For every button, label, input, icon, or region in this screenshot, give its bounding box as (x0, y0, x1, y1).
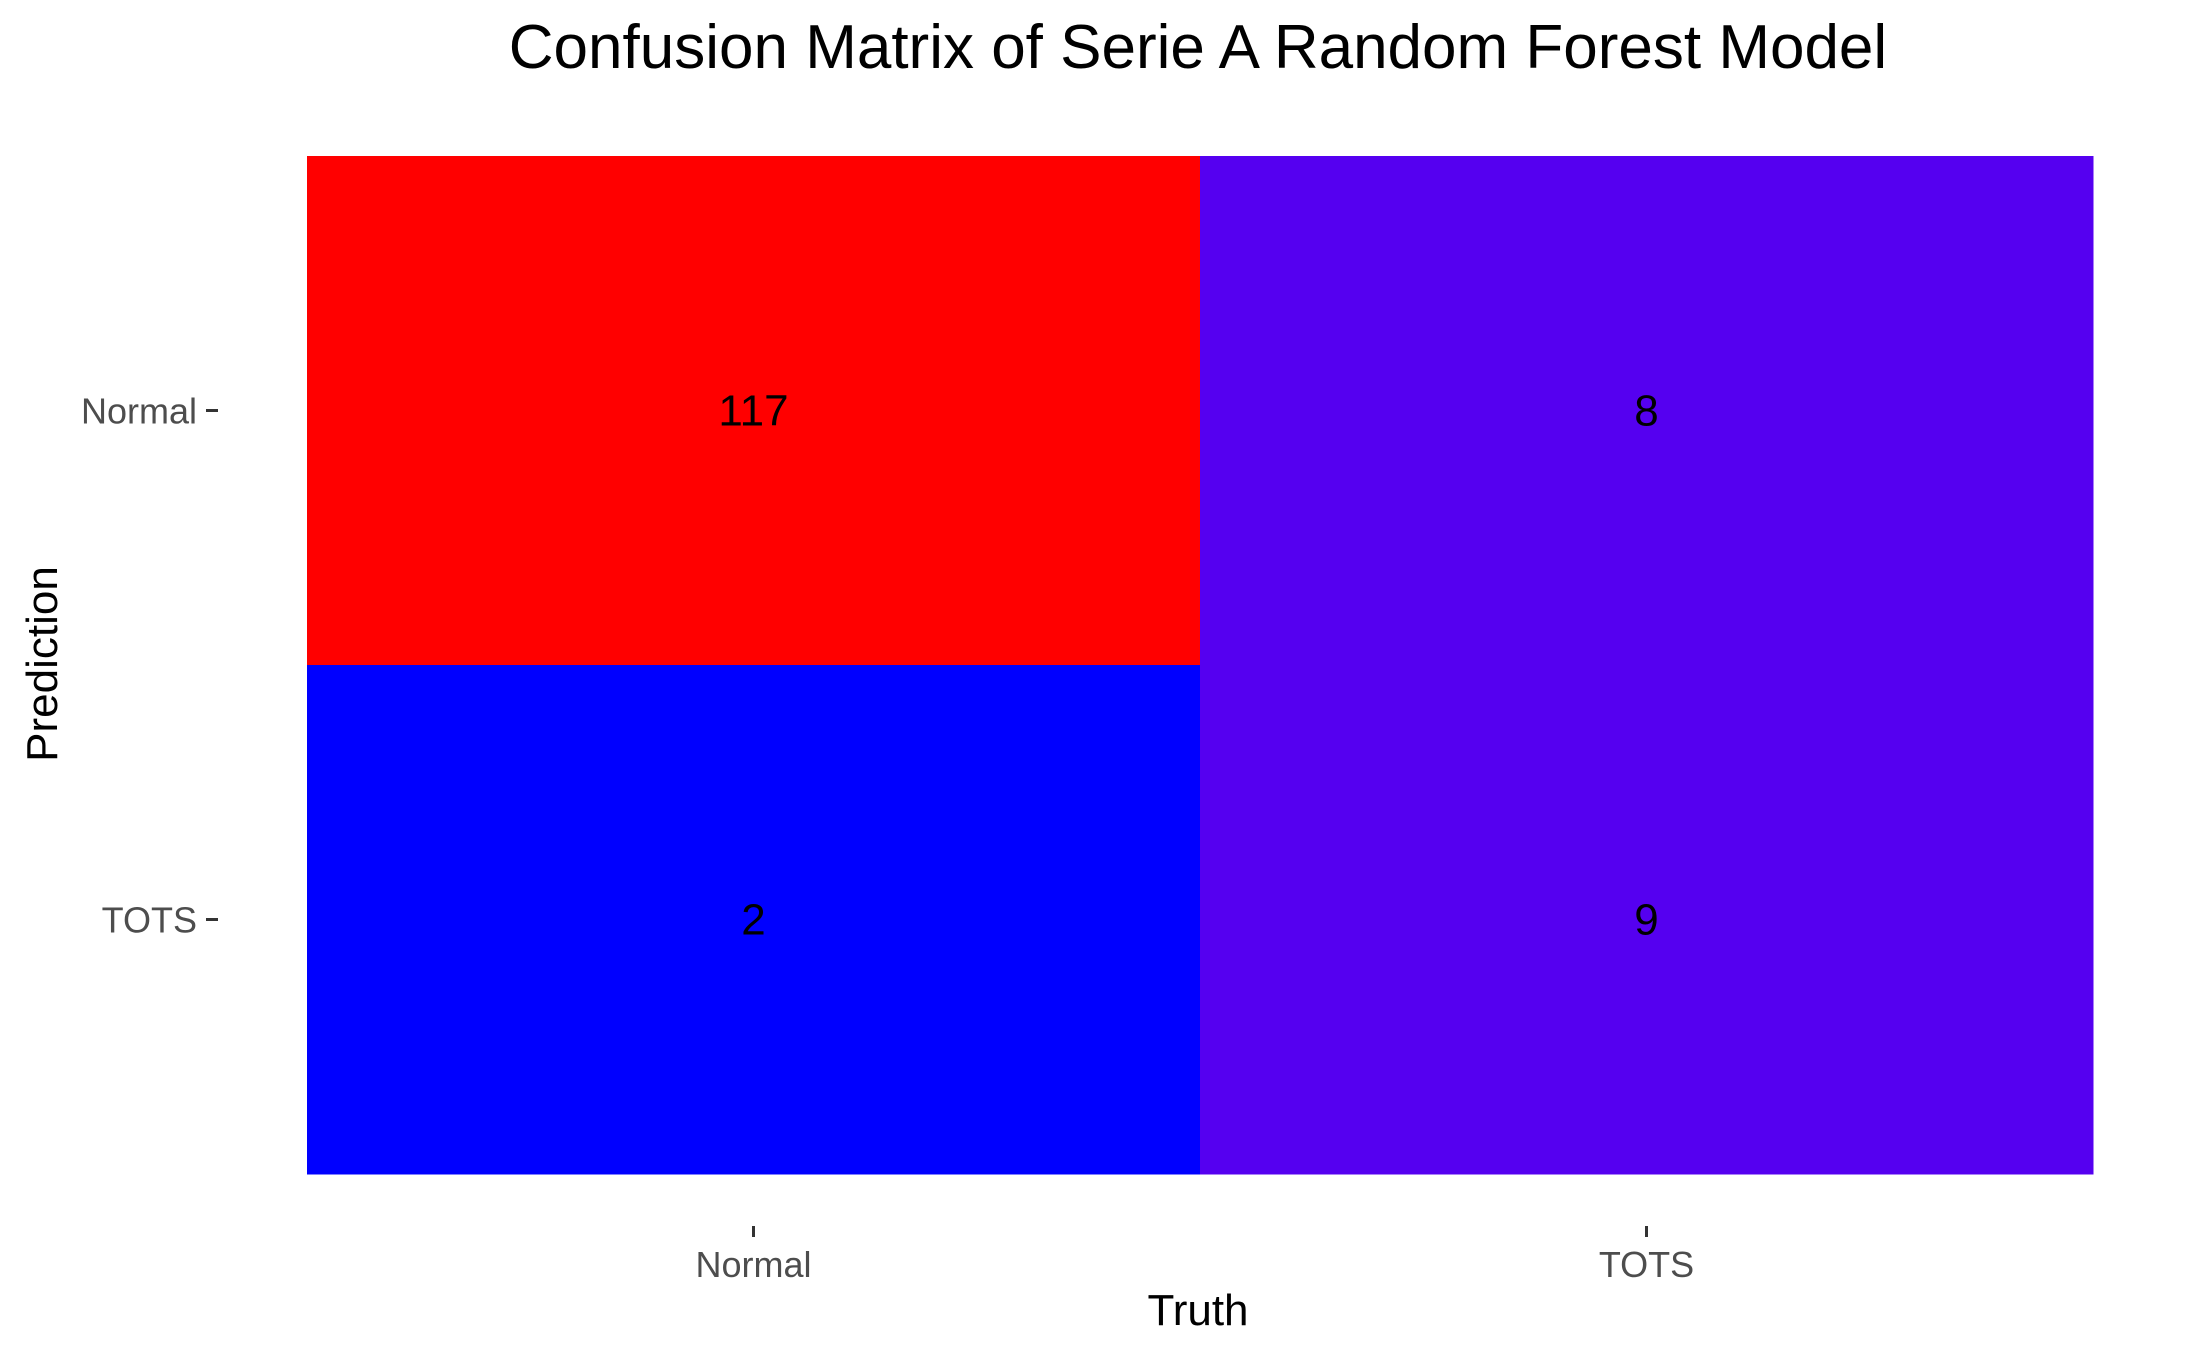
cell-tots-tots (1200, 665, 2094, 1175)
x-axis: Normal TOTS (695, 1226, 1694, 1285)
heatmap-cell-labels: 117 8 2 9 (718, 387, 1658, 945)
x-tick-label-tots: TOTS (1599, 1244, 1694, 1285)
x-axis-title: Truth (1147, 1286, 1248, 1335)
y-tick-label-normal: Normal (81, 391, 197, 432)
cell-normal-tots (1200, 156, 2094, 666)
y-axis: Normal TOTS (81, 391, 218, 941)
y-axis-title: Prediction (18, 566, 67, 762)
cell-value-tots-normal: 2 (741, 896, 765, 945)
chart-title: Confusion Matrix of Serie A Random Fores… (509, 13, 1887, 82)
heatmap-cells (307, 156, 2094, 1175)
cell-value-normal-normal: 117 (718, 387, 788, 436)
cell-value-normal-tots: 8 (1634, 387, 1658, 436)
cell-normal-normal (307, 156, 1201, 666)
cell-value-tots-tots: 9 (1634, 896, 1658, 945)
y-tick-label-tots: TOTS (102, 900, 197, 941)
x-tick-label-normal: Normal (695, 1244, 811, 1285)
cell-tots-normal (307, 665, 1201, 1175)
